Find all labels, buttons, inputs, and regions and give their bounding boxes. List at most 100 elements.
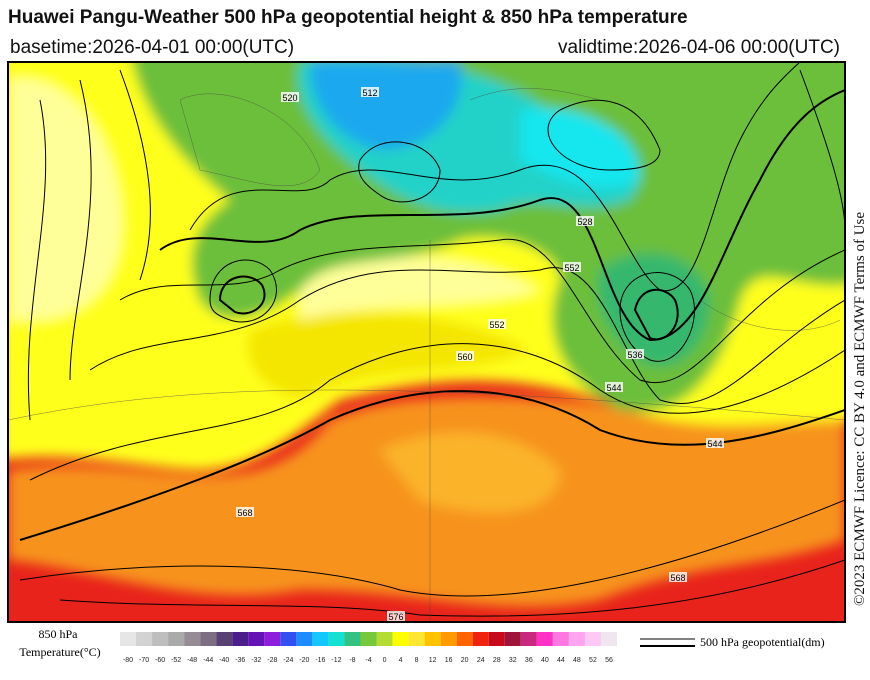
colorbar-tick-label: -28 bbox=[267, 657, 277, 664]
colorbar-tick-label: -24 bbox=[283, 657, 293, 664]
colorbar-swatch bbox=[568, 632, 585, 646]
map bbox=[8, 62, 845, 622]
map-frame bbox=[7, 61, 846, 623]
colorbar-tick-label: 36 bbox=[525, 657, 533, 664]
colorbar-tick-label: -44 bbox=[203, 657, 213, 664]
colorbar-tick-label: 44 bbox=[557, 657, 565, 664]
colorbar-swatch bbox=[264, 632, 281, 646]
colorbar-swatch bbox=[424, 632, 441, 646]
contour-label: 576 bbox=[388, 612, 403, 622]
contour-label-bg bbox=[281, 92, 299, 102]
colorbar-tick-label: 16 bbox=[445, 657, 453, 664]
colorbar-swatch bbox=[184, 632, 201, 646]
temp-field bbox=[8, 62, 845, 607]
contour-label: 536 bbox=[627, 350, 642, 360]
colorbar-tick-label: 0 bbox=[383, 657, 387, 664]
colorbar-tick-label: 40 bbox=[541, 657, 549, 664]
contour-label: 552 bbox=[564, 263, 579, 273]
colorbar-swatch bbox=[232, 632, 249, 646]
contour-label-bg bbox=[669, 572, 687, 582]
contour-label: 544 bbox=[606, 383, 621, 393]
colorbar-tick-label: 8 bbox=[415, 657, 419, 664]
colorbar-swatch bbox=[216, 632, 233, 646]
contour-label-bg bbox=[488, 319, 506, 329]
colorbar-tick-label: 12 bbox=[429, 657, 437, 664]
colorbar-swatch bbox=[520, 632, 537, 646]
colorbar-tick-label: 52 bbox=[589, 657, 597, 664]
colorbar-swatch bbox=[168, 632, 185, 646]
colorbar-tick-label: 20 bbox=[461, 657, 469, 664]
colorbar-swatch bbox=[552, 632, 569, 646]
colorbar-tick-label: -36 bbox=[235, 657, 245, 664]
colorbar-swatch bbox=[584, 632, 601, 646]
colorbar-swatch bbox=[360, 632, 377, 646]
colorbar-tick-label: -48 bbox=[187, 657, 197, 664]
colorbar-swatch bbox=[376, 632, 393, 646]
colorbar-tick-label: -12 bbox=[331, 657, 341, 664]
colorbar-swatch bbox=[280, 632, 297, 646]
colorbar-tick-label: -60 bbox=[155, 657, 165, 664]
coastlines bbox=[8, 88, 845, 622]
colorbar-swatch bbox=[472, 632, 489, 646]
colorbar-swatch bbox=[136, 632, 153, 646]
colorbar-swatch bbox=[504, 632, 521, 646]
colorbar-swatch bbox=[344, 632, 361, 646]
colorbar-tick-label: -70 bbox=[139, 657, 149, 664]
basetime: basetime:2026-04-01 00:00(UTC) bbox=[10, 37, 294, 58]
contour-label: 520 bbox=[282, 93, 297, 103]
colorbar-swatch bbox=[200, 632, 217, 646]
contour-label: 552 bbox=[489, 320, 504, 330]
colorbar-swatch bbox=[296, 632, 313, 646]
contours bbox=[19, 62, 845, 617]
contour-label: 568 bbox=[237, 508, 252, 518]
license: ©2023 ECMWF Licence: CC BY 4.0 and ECMWF… bbox=[852, 212, 868, 606]
colorbar-tick-label: -52 bbox=[171, 657, 181, 664]
colorbar-swatch bbox=[408, 632, 425, 646]
colorbar-tick-label: -32 bbox=[251, 657, 261, 664]
contour-label-bg bbox=[361, 87, 379, 97]
colorbar-swatch bbox=[328, 632, 345, 646]
contour-label-bg bbox=[456, 351, 474, 361]
contour-label-bg bbox=[387, 611, 405, 621]
colorbar-swatch bbox=[488, 632, 505, 646]
colorbar-tick-label: 32 bbox=[509, 657, 517, 664]
validtime: validtime:2026-04-06 00:00(UTC) bbox=[558, 37, 840, 58]
colorbar-swatch bbox=[120, 632, 137, 646]
contour-label-bg bbox=[576, 216, 594, 226]
contour-label-bg bbox=[626, 349, 644, 359]
colorbar-tick-label: -40 bbox=[219, 657, 229, 664]
contour-label: 544 bbox=[707, 439, 722, 449]
colorbar-swatch bbox=[152, 632, 169, 646]
contour-label-bg bbox=[236, 507, 254, 517]
colorbar-swatch bbox=[248, 632, 265, 646]
colorbar-tick-label: 48 bbox=[573, 657, 581, 664]
colorbar-swatch bbox=[600, 632, 617, 646]
colorbar-tick-label: -80 bbox=[123, 657, 133, 664]
colorbar-tick-label: 24 bbox=[477, 657, 485, 664]
colorbar-tick-label: 28 bbox=[493, 657, 501, 664]
contour-labels: 512 520 528 536 544 552 560 568 576 568 544 552 bbox=[236, 87, 724, 622]
colorbar-tick-label: -8 bbox=[349, 657, 355, 664]
contour-label-bg bbox=[563, 262, 581, 272]
colorbar-swatch bbox=[312, 632, 329, 646]
colorbar-tick-label: -16 bbox=[315, 657, 325, 664]
contour-label-bg bbox=[706, 438, 724, 448]
contour-label: 512 bbox=[362, 88, 377, 98]
colorbar-tick-label: 56 bbox=[605, 657, 613, 664]
colorbar-swatch bbox=[392, 632, 409, 646]
colorbar-tick-label: -4 bbox=[365, 657, 371, 664]
title: Huawei Pangu-Weather 500 hPa geopotentia… bbox=[8, 7, 688, 28]
contour-label: 528 bbox=[577, 217, 592, 227]
colorbar: -80 -70 -60 -52 -48 -44 -40 -36 -32 -28 -24 -20 -16-… bbox=[120, 632, 617, 664]
colorbar-swatch bbox=[440, 632, 457, 646]
colorbar-tick-label: 4 bbox=[399, 657, 403, 664]
legend-title: 850 hPa bbox=[39, 627, 79, 641]
contour-label-bg bbox=[605, 382, 623, 392]
contour-label: 560 bbox=[457, 352, 472, 362]
colorbar-tick-label: -20 bbox=[299, 657, 309, 664]
legend-title: Temperature(°C) bbox=[19, 645, 100, 659]
contour-label: 568 bbox=[670, 573, 685, 583]
colorbar-swatch bbox=[456, 632, 473, 646]
legend-label: 500 hPa geopotential(dm) bbox=[700, 635, 825, 649]
